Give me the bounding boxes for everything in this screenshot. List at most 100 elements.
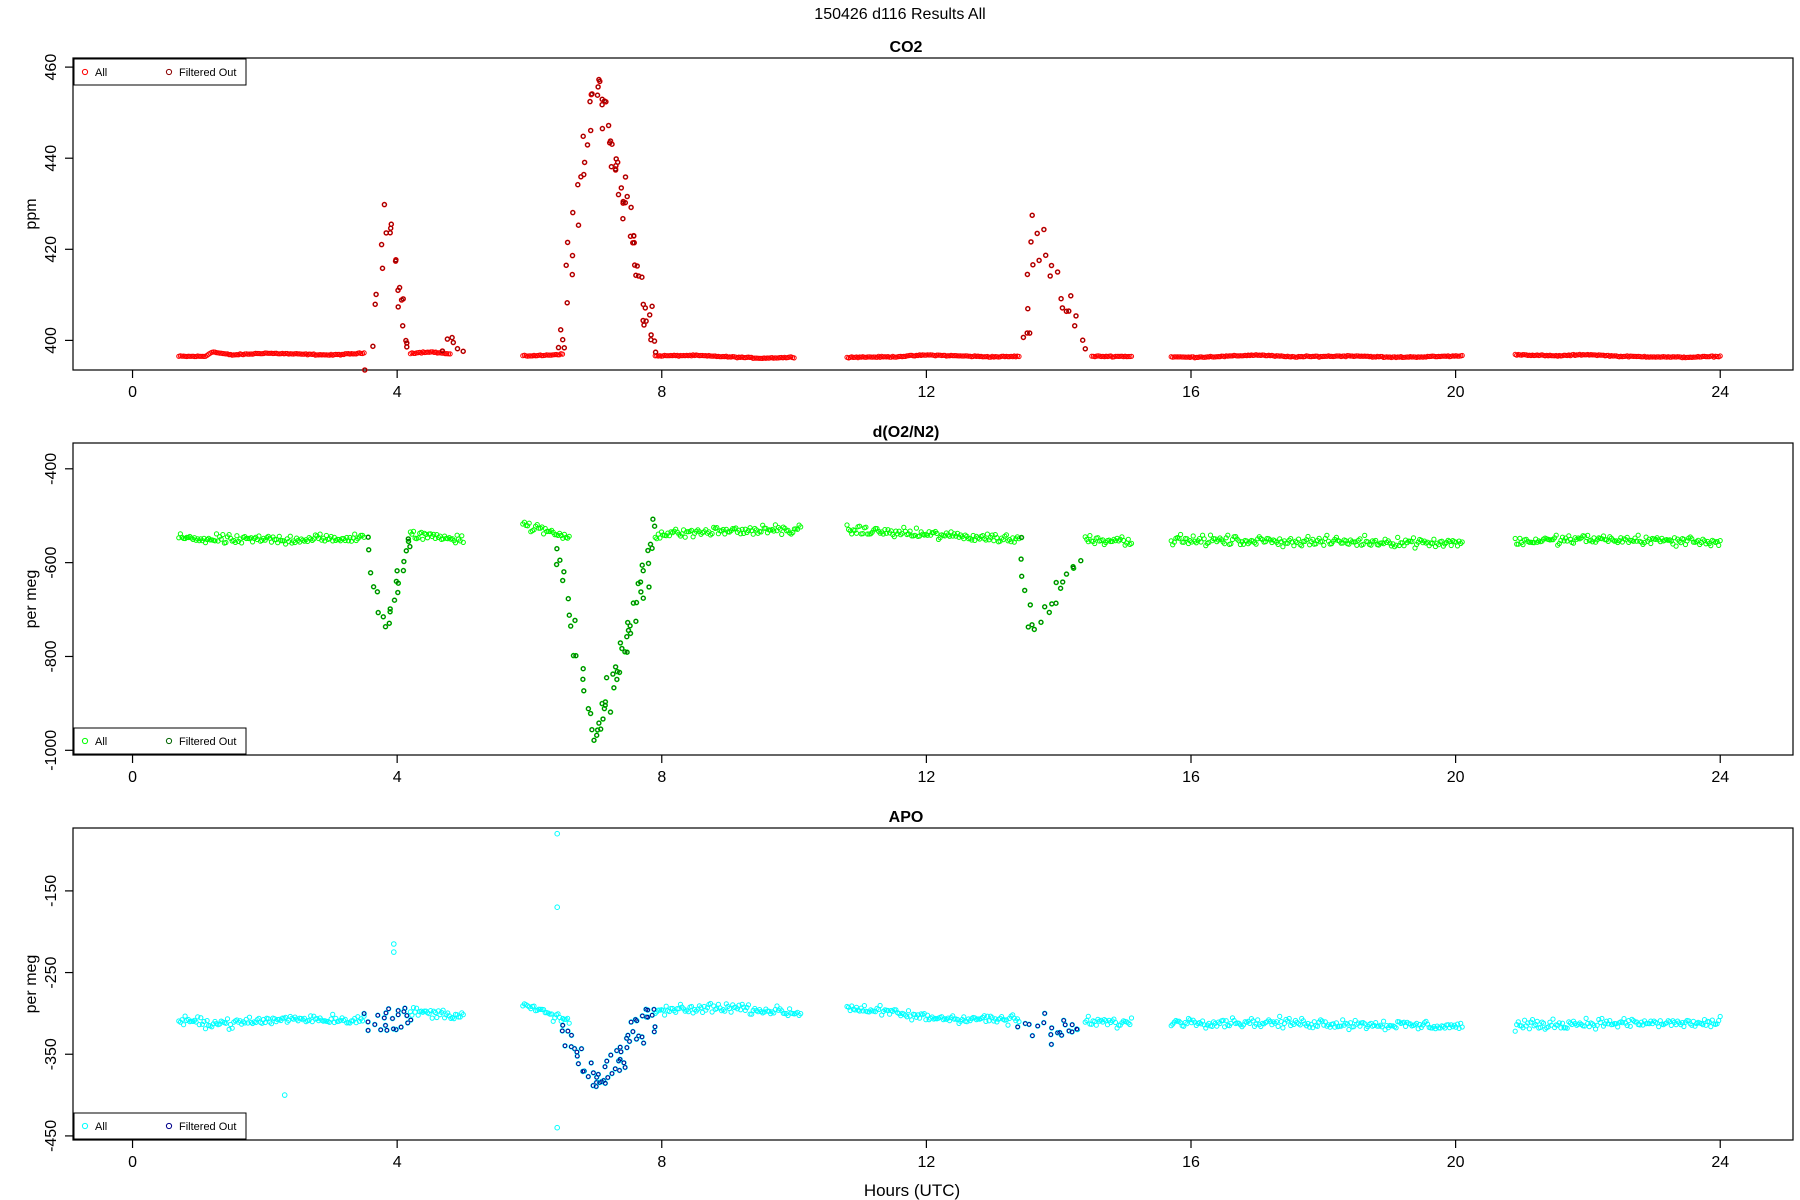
data-point xyxy=(965,353,972,359)
data-point xyxy=(970,532,976,539)
data-point xyxy=(641,322,647,328)
data-point xyxy=(620,216,626,221)
data-point xyxy=(1244,538,1250,544)
data-point xyxy=(460,539,466,546)
y-tick-label: 460 xyxy=(43,54,60,81)
data-point xyxy=(1459,1024,1465,1030)
data-point xyxy=(1247,1020,1253,1027)
data-point xyxy=(682,534,688,540)
data-point xyxy=(1346,1026,1352,1033)
data-point xyxy=(989,532,995,538)
data-point xyxy=(591,1070,596,1076)
data-point xyxy=(758,529,764,535)
data-point xyxy=(574,1049,580,1055)
data-point xyxy=(1517,535,1523,541)
data-point xyxy=(387,609,393,615)
data-point xyxy=(1346,541,1352,547)
data-point xyxy=(1053,580,1059,585)
data-point xyxy=(418,529,424,536)
data-point xyxy=(375,589,380,595)
data-point xyxy=(1393,1025,1399,1031)
data-point xyxy=(384,1028,390,1033)
data-point xyxy=(570,272,575,277)
legend-marker xyxy=(81,68,89,76)
data-point xyxy=(585,142,590,148)
data-point xyxy=(218,536,224,542)
data-point xyxy=(1053,600,1059,606)
y-tick-label: 420 xyxy=(43,236,60,263)
data-point xyxy=(1717,538,1723,544)
data-point xyxy=(868,531,874,537)
data-point xyxy=(223,539,229,546)
data-point xyxy=(617,1057,623,1062)
data-point xyxy=(579,1046,584,1051)
data-point xyxy=(1113,353,1119,359)
data-point xyxy=(226,1026,232,1032)
data-point xyxy=(649,304,655,309)
data-point xyxy=(772,522,779,528)
data-point xyxy=(653,349,658,355)
data-point xyxy=(1624,534,1630,540)
data-point xyxy=(604,1058,610,1064)
data-point xyxy=(923,1017,929,1023)
data-point xyxy=(580,666,586,672)
data-point xyxy=(1362,1021,1368,1027)
data-point xyxy=(361,350,367,356)
data-point xyxy=(596,1072,601,1077)
data-point xyxy=(652,1024,658,1030)
legend-marker xyxy=(165,737,173,745)
data-point xyxy=(904,1014,910,1020)
data-point xyxy=(1019,574,1025,579)
data-point xyxy=(736,1002,742,1008)
data-point xyxy=(207,537,213,543)
data-point xyxy=(785,1012,791,1019)
data-point xyxy=(1392,544,1398,550)
data-point xyxy=(853,530,860,536)
data-point xyxy=(860,531,866,537)
data-point xyxy=(545,352,551,358)
x-tick-label: 4 xyxy=(393,769,402,786)
data-point xyxy=(617,670,622,675)
data-point xyxy=(652,1029,657,1035)
data-point xyxy=(707,1000,714,1007)
data-point xyxy=(602,703,608,708)
data-point xyxy=(1222,541,1228,547)
data-point xyxy=(602,98,607,104)
data-point xyxy=(368,570,373,576)
data-point xyxy=(1220,1017,1226,1024)
data-point xyxy=(1401,543,1407,549)
data-point xyxy=(245,351,251,357)
data-point xyxy=(643,318,649,324)
data-point xyxy=(391,941,397,947)
data-point xyxy=(1209,1023,1215,1030)
data-point xyxy=(404,1013,410,1018)
data-point xyxy=(582,160,587,165)
data-point xyxy=(1028,239,1034,245)
data-point xyxy=(391,1026,396,1032)
data-point xyxy=(1041,1020,1047,1026)
data-point xyxy=(1459,352,1465,359)
data-point xyxy=(598,726,604,732)
data-point xyxy=(407,544,413,549)
data-point xyxy=(643,305,648,311)
data-point xyxy=(1582,1023,1588,1029)
data-point xyxy=(1026,1022,1032,1027)
data-point xyxy=(245,1020,251,1026)
data-point xyxy=(1347,1020,1354,1026)
data-point xyxy=(604,675,609,681)
data-point xyxy=(934,530,940,537)
data-point xyxy=(605,1075,611,1080)
data-point xyxy=(924,1012,931,1018)
data-point xyxy=(650,516,656,522)
data-point xyxy=(455,346,460,352)
data-point xyxy=(624,649,630,655)
data-point xyxy=(1225,532,1231,538)
data-point xyxy=(389,221,394,227)
data-point xyxy=(1255,1017,1261,1023)
data-point xyxy=(1049,601,1055,607)
data-point xyxy=(1379,1024,1385,1030)
data-point xyxy=(1700,353,1706,359)
data-point xyxy=(631,233,637,238)
data-point xyxy=(595,84,601,90)
data-point xyxy=(624,634,630,640)
